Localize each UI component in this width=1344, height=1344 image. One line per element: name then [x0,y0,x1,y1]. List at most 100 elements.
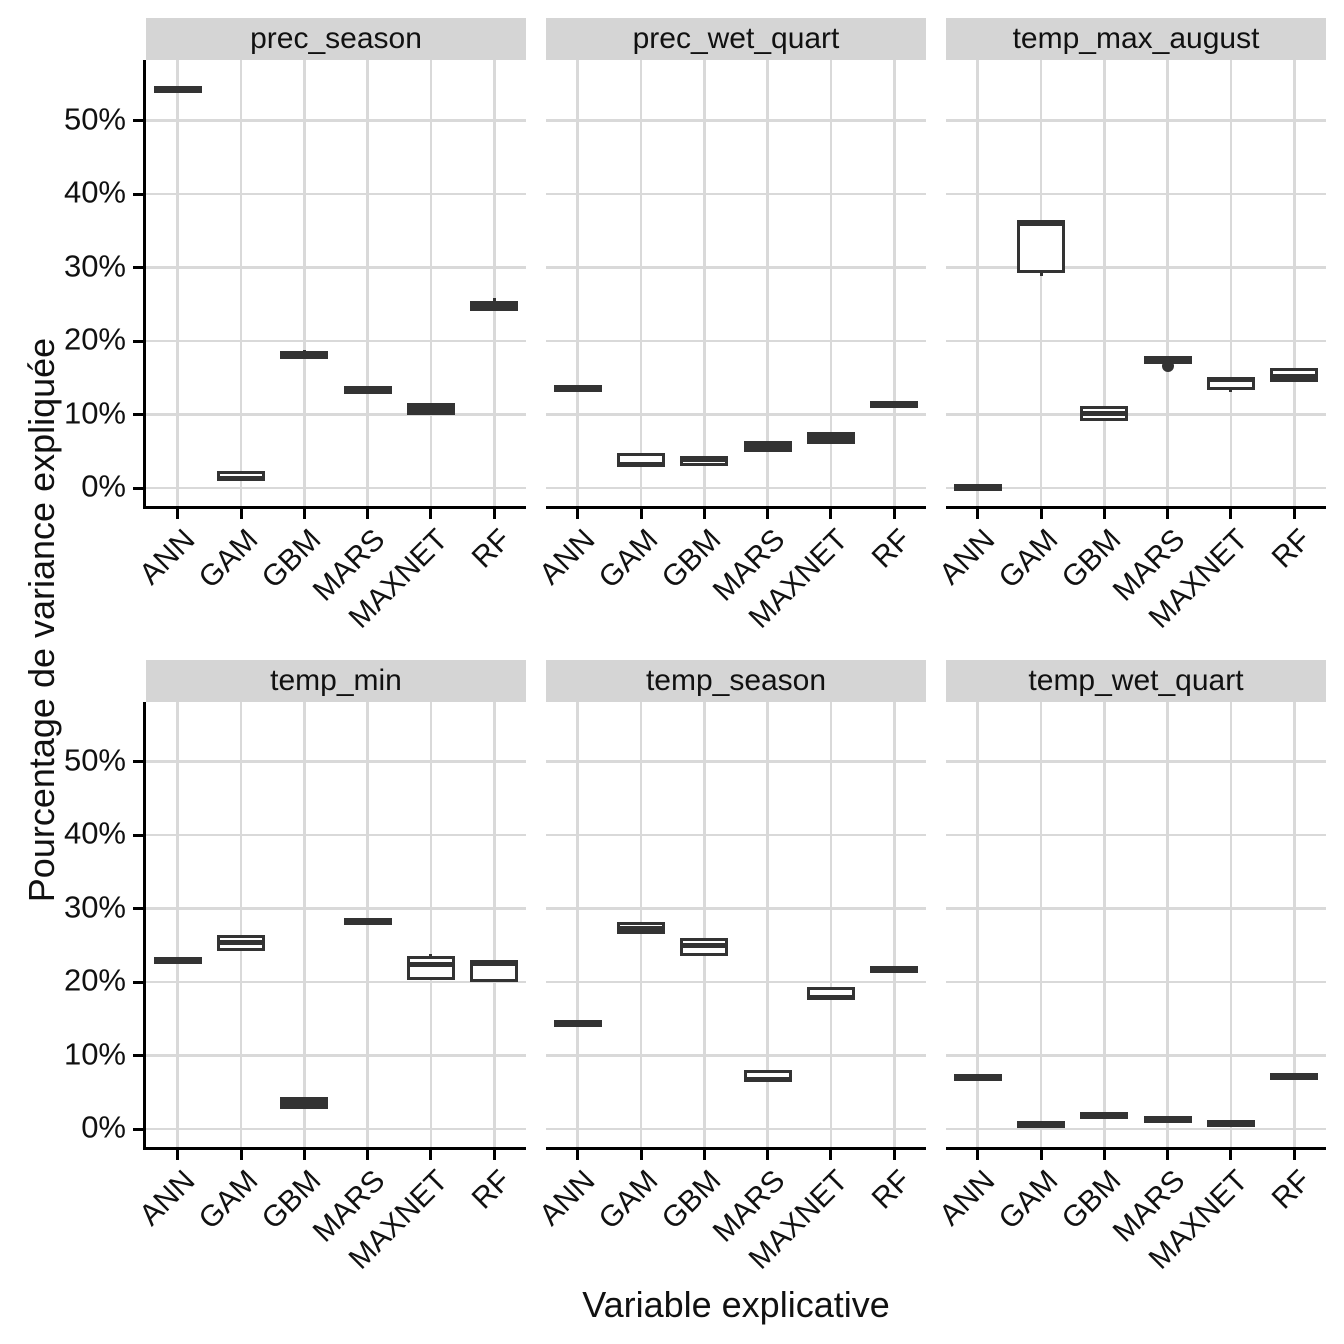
x-axis-tick [1292,1150,1296,1160]
y-tick-label: 0% [81,1109,126,1145]
y-axis-tick [133,339,143,343]
vertical-gridline [639,60,643,506]
x-axis-tick [1166,1150,1170,1160]
horizontal-gridline [546,1127,926,1131]
vertical-gridline [703,702,706,1147]
vertical-gridline [703,60,706,506]
vertical-gridline [976,60,979,506]
x-axis-tick [1292,509,1296,519]
x-axis-tick [976,509,980,519]
x-axis-tick [176,1150,180,1160]
y-tick-label: 40% [63,815,126,851]
vertical-gridline [303,702,306,1147]
boxplot-median-line [1270,373,1319,379]
x-axis-line [946,506,1326,509]
facet-panel [946,60,1326,506]
x-axis-tick [239,509,243,519]
x-axis-tick [1229,509,1233,519]
y-axis-line [143,60,146,509]
horizontal-gridline [946,980,1326,984]
boxplot-median-line [806,994,855,1000]
y-tick-label: 20% [63,321,126,357]
facet-strip: prec_season [146,18,526,60]
x-axis-tick [892,509,896,519]
vertical-gridline [766,702,769,1147]
facet-strip: temp_season [546,660,926,702]
vertical-gridline [1039,60,1043,506]
horizontal-gridline [146,907,526,910]
y-tick-label: 30% [63,248,126,284]
boxplot-median-line [1080,411,1129,417]
horizontal-gridline [546,339,926,343]
x-axis-tick [576,509,580,519]
facet-panel [546,702,926,1147]
boxplot-median-line [406,961,455,967]
vertical-gridline [893,702,896,1147]
x-axis-tick [366,509,370,519]
y-axis-tick [133,119,143,122]
x-axis-tick [302,509,306,519]
y-tick-label: 30% [63,889,126,925]
upper-whisker [429,954,433,957]
boxplot-box [953,1074,1002,1082]
x-axis-tick [366,1150,370,1160]
boxplot-box [406,956,455,980]
x-axis-tick [1039,509,1043,519]
boxplot-median-line [1206,377,1255,383]
horizontal-gridline [546,119,926,122]
boxplot-box [1080,1112,1129,1120]
y-tick-label: 20% [63,962,126,998]
vertical-gridline [176,60,179,506]
horizontal-gridline [946,119,1326,122]
facet-strip: temp_wet_quart [946,660,1326,702]
x-axis-tick [429,1150,433,1160]
vertical-gridline [1166,702,1169,1147]
x-axis-tick [302,1150,306,1160]
horizontal-gridline [546,760,926,763]
boxplot-median-line [470,303,519,309]
y-tick-label: 10% [63,395,126,431]
boxplot-box [153,86,202,94]
vertical-gridline [576,60,579,506]
y-tick-label: 0% [81,468,126,504]
lower-whisker [1229,389,1233,393]
boxplot-box [1017,1121,1065,1129]
horizontal-gridline [146,339,526,343]
boxplot-box [343,386,392,395]
vertical-gridline [1166,60,1169,506]
boxplot-median-line [1017,220,1065,226]
x-axis-tick [576,1150,580,1160]
x-axis-line [946,1147,1326,1150]
y-axis-tick [133,266,143,269]
facet-panel [946,702,1326,1147]
y-axis-tick [133,413,143,416]
horizontal-gridline [946,760,1326,763]
boxplot-median-line [617,925,665,931]
x-axis-tick [702,1150,706,1160]
boxplot-box [343,918,392,926]
vertical-gridline [493,702,496,1147]
horizontal-gridline [146,486,526,490]
horizontal-gridline [946,907,1326,910]
facet-strip-label: prec_wet_quart [632,22,840,55]
y-axis-tick [133,1054,143,1057]
x-axis-tick [766,1150,770,1160]
horizontal-gridline [546,413,926,416]
vertical-gridline [1103,60,1106,506]
facet-strip-label: prec_season [250,22,422,55]
horizontal-gridline [946,192,1326,196]
horizontal-gridline [146,1127,526,1131]
horizontal-gridline [146,266,526,269]
vertical-gridline [1039,702,1043,1147]
x-axis-title: Variable explicative [582,1284,890,1325]
boxplot-box [1270,1072,1319,1081]
boxplot-box [806,432,855,445]
boxplot-box [1143,1115,1192,1123]
y-axis-tick [133,907,143,910]
horizontal-gridline [146,760,526,763]
vertical-gridline [576,702,579,1147]
vertical-gridline [429,702,433,1147]
horizontal-gridline [946,339,1326,343]
horizontal-gridline [546,192,926,196]
y-tick-label: 50% [63,742,126,778]
